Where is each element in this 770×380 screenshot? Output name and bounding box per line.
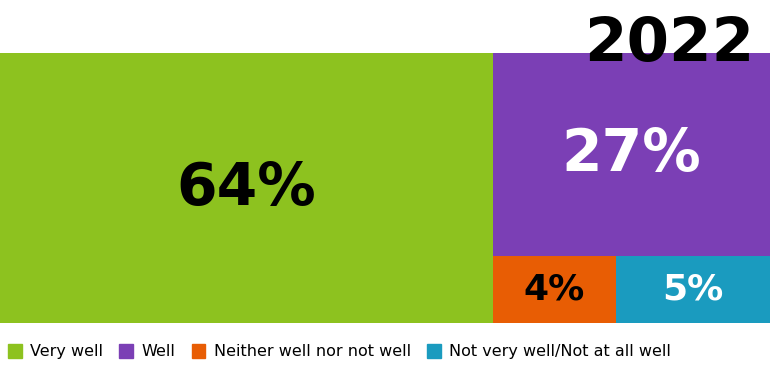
Text: 4%: 4% — [524, 272, 585, 306]
Text: 64%: 64% — [176, 160, 316, 217]
Text: 2022: 2022 — [584, 15, 755, 74]
Legend: Very well, Well, Neither well nor not well, Not very well/Not at all well: Very well, Well, Neither well nor not we… — [8, 344, 671, 359]
Text: 27%: 27% — [561, 126, 701, 183]
Text: 5%: 5% — [662, 272, 724, 306]
